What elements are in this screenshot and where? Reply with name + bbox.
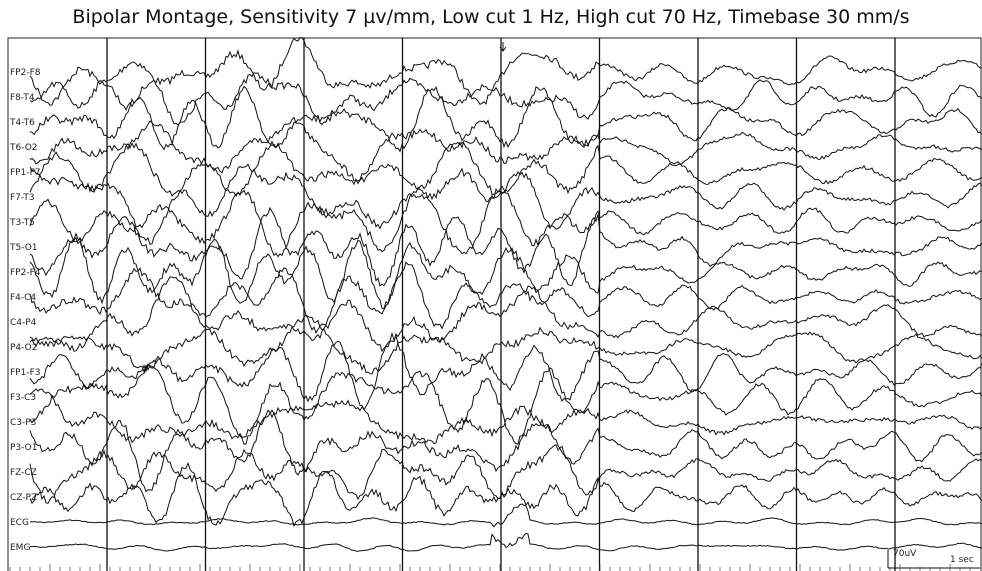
channel-label: F3-C3: [10, 393, 36, 403]
channel-label: C3-P3: [10, 418, 36, 428]
eeg-trace: [29, 461, 982, 528]
channel-label: FP1-F3: [10, 368, 40, 378]
scale-amplitude: 70uV: [893, 549, 917, 559]
eeg-trace: [29, 206, 982, 287]
channel-label: ECG: [10, 518, 29, 528]
eeg-trace: [29, 85, 982, 153]
channel-label: FP2-F8: [10, 68, 41, 78]
eeg-trace: [29, 532, 982, 552]
eeg-trace: [29, 163, 982, 245]
channel-label: T6-O2: [9, 143, 38, 153]
channel-label: F7-T3: [10, 193, 35, 203]
channel-label: F4-C4: [10, 293, 36, 303]
eeg-trace: [29, 261, 982, 334]
eeg-trace: [29, 314, 982, 375]
channel-label: T3-T5: [9, 218, 35, 228]
channel-label: FZ-CZ: [10, 468, 37, 478]
eeg-trace: [29, 276, 982, 353]
channel-label: T5-O1: [9, 243, 38, 253]
channel-label: P4-O2: [10, 343, 37, 353]
channel-label: F8-T4: [10, 93, 35, 103]
scale-time: 1 sec: [950, 555, 974, 565]
panel-border: [7, 37, 982, 571]
eeg-trace: [29, 116, 982, 182]
eeg-trace: [29, 331, 982, 411]
eeg-trace: [29, 363, 982, 445]
eeg-trace: [29, 232, 982, 310]
channel-label: T4-T6: [9, 118, 35, 128]
channel-label: FP2-F4: [10, 268, 41, 278]
eeg-trace: [29, 72, 982, 126]
eeg-trace: [29, 185, 982, 258]
channel-label: EMG: [10, 543, 30, 553]
channel-label: P3-O1: [10, 443, 37, 453]
eeg-trace: [29, 388, 982, 445]
time-ruler: [9, 564, 971, 571]
channel-label: CZ-PZ: [10, 493, 37, 503]
eeg-trace: [29, 409, 982, 493]
channel-label: FP1-F7: [10, 168, 40, 178]
channel-label: C4-P4: [10, 318, 37, 328]
title: Bipolar Montage, Sensitivity 7 µv/mm, Lo…: [72, 6, 910, 28]
eeg-trace: [29, 37, 982, 106]
eeg-trace: [29, 503, 982, 528]
